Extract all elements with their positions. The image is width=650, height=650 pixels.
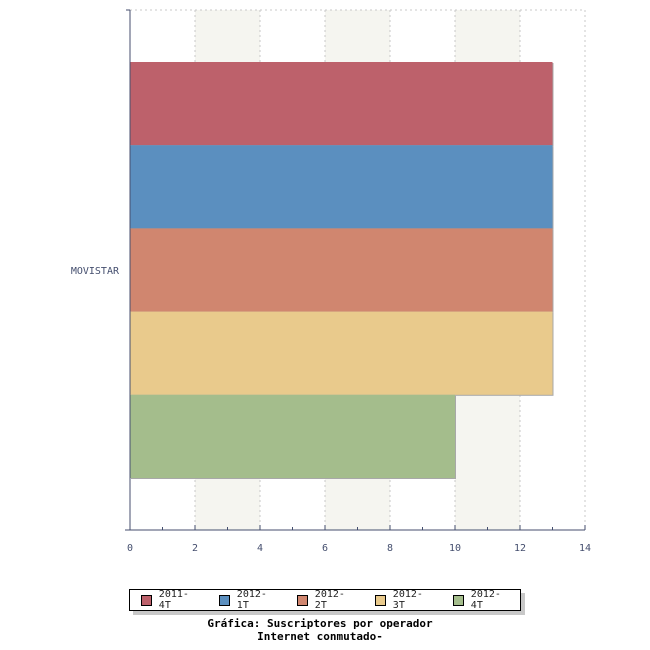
legend-swatch: [453, 594, 464, 606]
legend-item: 2012-4T: [453, 589, 512, 611]
bar-2012-1T: [130, 145, 553, 229]
x-tick-label: 4: [257, 543, 263, 554]
legend-label: 2011-4T: [158, 589, 189, 611]
legend-label: 2012-3T: [392, 589, 423, 611]
chart-title-line2: Internet conmutado-: [257, 630, 383, 643]
x-tick-label: 0: [127, 543, 133, 554]
legend-item: 2012-2T: [297, 589, 356, 611]
x-tick-label: 12: [514, 543, 526, 554]
category-label: MOVISTAR: [71, 266, 120, 277]
legend-swatch: [141, 594, 152, 606]
legend-swatch: [297, 594, 308, 606]
x-tick-label: 6: [322, 543, 328, 554]
x-tick-label: 10: [449, 543, 461, 554]
bar-2012-4T: [130, 394, 455, 478]
legend: 2011-4T 2012-1T 2012-2T 2012-3T 2012-4T: [129, 589, 521, 611]
legend-item: 2011-4T: [141, 589, 200, 611]
legend-swatch: [219, 594, 230, 606]
chart-title: Gráfica: Suscriptores por operador Inter…: [120, 617, 520, 643]
x-tick-label: 14: [579, 543, 591, 554]
legend-label: 2012-2T: [314, 589, 345, 611]
legend-label: 2012-1T: [236, 589, 267, 611]
x-tick-label: 8: [387, 543, 393, 554]
legend-item: 2012-1T: [219, 589, 278, 611]
legend-item: 2012-3T: [375, 589, 434, 611]
legend-swatch: [375, 594, 386, 606]
bar-2012-3T: [130, 311, 553, 395]
bar-2012-2T: [130, 228, 553, 312]
bar-2011-4T: [130, 62, 553, 146]
chart-title-line1: Gráfica: Suscriptores por operador: [207, 617, 433, 630]
x-tick-label: 2: [192, 543, 198, 554]
legend-label: 2012-4T: [470, 589, 501, 611]
